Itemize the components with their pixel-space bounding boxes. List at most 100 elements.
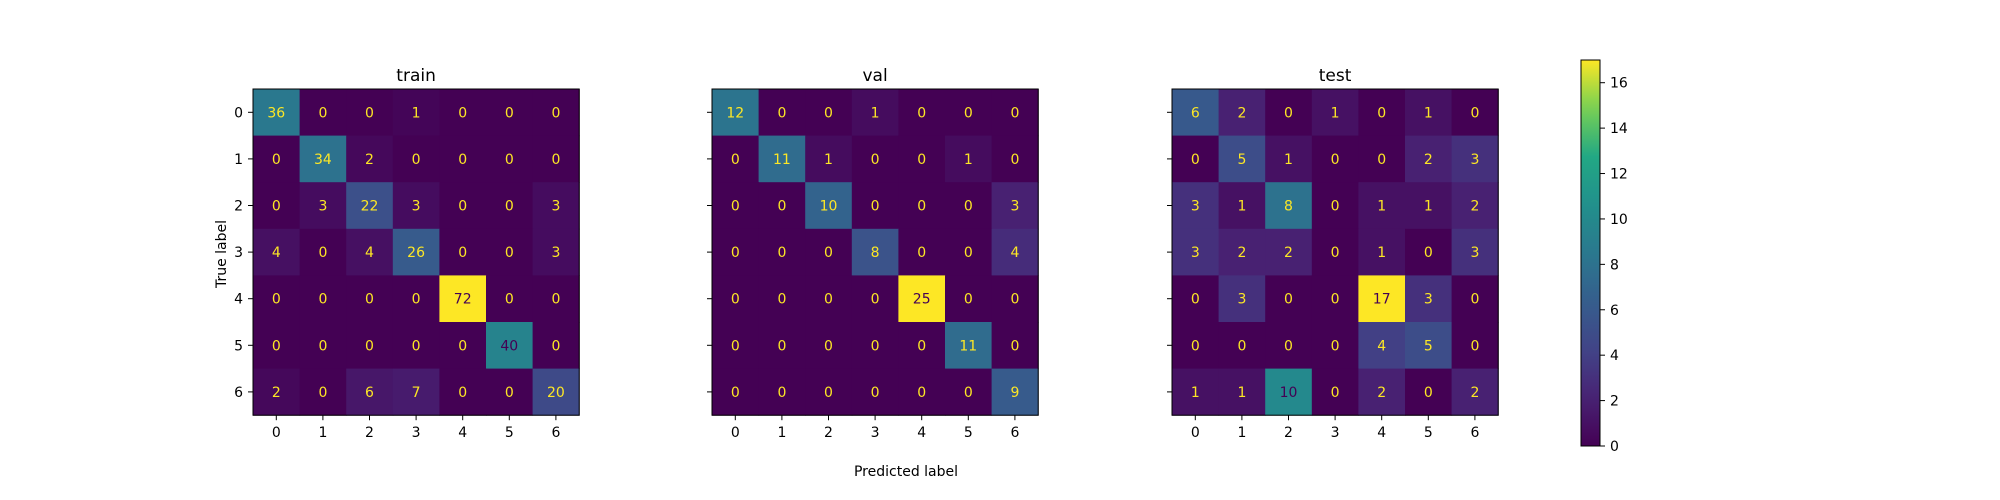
cell-value-val-6-5: 0 — [964, 385, 973, 401]
x-tick-label-test-2: 2 — [1284, 425, 1293, 441]
cell-value-train-0-1: 0 — [318, 105, 327, 121]
cell-train-4-5 — [486, 275, 534, 323]
cell-val-1-0 — [712, 135, 760, 183]
cell-value-test-1-2: 1 — [1284, 152, 1293, 168]
cell-value-train-3-3: 26 — [407, 245, 425, 261]
cell-train-0-2 — [346, 89, 394, 137]
cell-val-3-4 — [898, 228, 946, 276]
cell-value-test-6-2: 10 — [1280, 385, 1298, 401]
x-tick-label-test-4: 4 — [1377, 425, 1386, 441]
x-tick-label-test-3: 3 — [1331, 425, 1340, 441]
cell-value-val-3-4: 0 — [917, 245, 926, 261]
cell-test-4-5 — [1405, 275, 1453, 323]
cell-value-val-0-6: 0 — [1010, 105, 1019, 121]
x-tick-label-test-1: 1 — [1237, 425, 1246, 441]
cell-train-1-1 — [299, 135, 347, 183]
cell-val-3-5 — [945, 228, 993, 276]
cell-value-val-4-4: 25 — [913, 292, 931, 308]
cell-train-3-0 — [253, 228, 301, 276]
cell-value-test-6-5: 0 — [1424, 385, 1433, 401]
cell-value-test-0-5: 1 — [1424, 105, 1433, 121]
cell-value-val-5-3: 0 — [871, 338, 880, 354]
cell-train-3-4 — [439, 228, 487, 276]
cell-value-test-0-1: 2 — [1237, 105, 1246, 121]
cell-train-1-5 — [486, 135, 534, 183]
cell-value-train-1-6: 0 — [551, 152, 560, 168]
cell-value-test-4-2: 0 — [1284, 292, 1293, 308]
cell-value-val-3-6: 4 — [1010, 245, 1019, 261]
cell-value-val-2-2: 10 — [820, 199, 838, 215]
x-tick-label-val-5: 5 — [964, 425, 973, 441]
colorbar-tick-label-4: 8 — [1610, 257, 1619, 273]
cell-value-test-1-0: 0 — [1191, 152, 1200, 168]
cell-value-val-4-5: 0 — [964, 292, 973, 308]
cell-test-2-3 — [1311, 182, 1359, 230]
cell-val-1-5 — [945, 135, 993, 183]
cell-test-1-2 — [1265, 135, 1313, 183]
cell-test-6-3 — [1311, 368, 1359, 416]
cell-value-val-6-1: 0 — [777, 385, 786, 401]
cell-value-train-4-0: 0 — [272, 292, 281, 308]
cell-value-train-6-2: 6 — [365, 385, 374, 401]
x-axis-label: Predicted label — [854, 464, 958, 480]
cell-value-test-3-6: 3 — [1470, 245, 1479, 261]
cell-value-test-0-0: 6 — [1191, 105, 1200, 121]
cell-value-val-3-1: 0 — [777, 245, 786, 261]
cell-value-train-5-1: 0 — [318, 338, 327, 354]
cell-value-test-2-0: 3 — [1191, 199, 1200, 215]
cell-test-1-1 — [1218, 135, 1266, 183]
cell-test-6-0 — [1172, 368, 1220, 416]
cell-val-4-5 — [945, 275, 993, 323]
cell-value-val-3-0: 0 — [731, 245, 740, 261]
cell-train-5-6 — [532, 322, 580, 370]
cell-test-5-0 — [1172, 322, 1220, 370]
cell-value-test-5-5: 5 — [1424, 338, 1433, 354]
cell-value-val-4-3: 0 — [871, 292, 880, 308]
cell-value-train-3-5: 0 — [505, 245, 514, 261]
colorbar-tick-label-3: 6 — [1610, 303, 1619, 319]
cell-val-2-4 — [898, 182, 946, 230]
cell-val-5-3 — [851, 322, 899, 370]
cell-value-val-1-1: 11 — [773, 152, 791, 168]
x-tick-label-train-1: 1 — [318, 425, 327, 441]
cell-value-test-2-4: 1 — [1377, 199, 1386, 215]
cell-test-5-3 — [1311, 322, 1359, 370]
cell-test-2-0 — [1172, 182, 1220, 230]
cell-value-val-1-4: 0 — [917, 152, 926, 168]
cell-value-test-2-6: 2 — [1470, 199, 1479, 215]
cell-train-0-6 — [532, 89, 580, 137]
cell-val-2-1 — [758, 182, 806, 230]
cell-value-train-4-5: 0 — [505, 292, 514, 308]
cell-value-test-1-1: 5 — [1237, 152, 1246, 168]
cell-value-train-4-2: 0 — [365, 292, 374, 308]
cell-test-2-4 — [1358, 182, 1406, 230]
cell-value-train-4-4: 72 — [454, 292, 472, 308]
cell-test-1-5 — [1405, 135, 1453, 183]
cell-value-train-6-4: 0 — [458, 385, 467, 401]
cell-value-test-1-4: 0 — [1377, 152, 1386, 168]
cell-test-4-3 — [1311, 275, 1359, 323]
cell-test-1-3 — [1311, 135, 1359, 183]
cell-train-1-3 — [392, 135, 440, 183]
x-tick-label-val-2: 2 — [824, 425, 833, 441]
cell-value-test-3-3: 0 — [1331, 245, 1340, 261]
cell-test-1-0 — [1172, 135, 1220, 183]
cell-value-val-0-2: 0 — [824, 105, 833, 121]
cell-val-6-3 — [851, 368, 899, 416]
cell-value-train-1-4: 0 — [458, 152, 467, 168]
x-tick-label-test-6: 6 — [1470, 425, 1479, 441]
cell-val-0-3 — [851, 89, 899, 137]
cell-value-train-3-1: 0 — [318, 245, 327, 261]
cell-val-2-2 — [805, 182, 853, 230]
cell-train-4-6 — [532, 275, 580, 323]
cell-test-2-1 — [1218, 182, 1266, 230]
colorbar-tick-label-8: 16 — [1610, 76, 1628, 92]
y-tick-label-5: 5 — [234, 338, 243, 354]
cell-train-3-3 — [392, 228, 440, 276]
cell-value-test-0-4: 0 — [1377, 105, 1386, 121]
cell-val-0-5 — [945, 89, 993, 137]
cell-train-2-5 — [486, 182, 534, 230]
x-tick-label-train-2: 2 — [365, 425, 374, 441]
cell-value-val-1-5: 1 — [964, 152, 973, 168]
